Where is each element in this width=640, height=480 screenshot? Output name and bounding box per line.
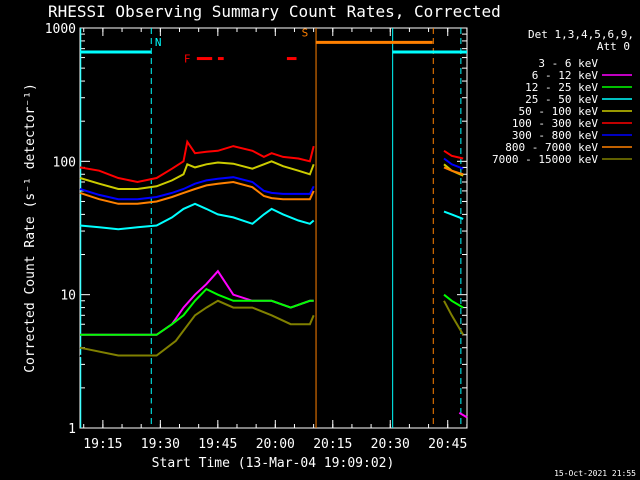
- chart-title: RHESSI Observing Summary Count Rates, Co…: [48, 2, 501, 21]
- legend-entry-label: 300 - 800 keV: [512, 129, 598, 142]
- series-line-6: [79, 139, 464, 184]
- flag-annotations: N F S: [80, 26, 467, 66]
- x-tick-label: 20:15: [313, 437, 352, 452]
- y-tick-label: 1000: [45, 22, 76, 37]
- y-axis: 1 10 100 1000: [45, 22, 467, 437]
- legend-entry-label: 800 - 7000 keV: [505, 141, 598, 154]
- x-tick-label: 20:45: [428, 437, 467, 452]
- flag-label: S: [302, 26, 309, 39]
- x-axis: 19:15 19:30 19:45 20:00 20:15 20:30 20:45: [83, 28, 468, 452]
- legend-entry-label: 3 - 6 keV: [538, 57, 598, 70]
- legend-entry-label: 6 - 12 keV: [532, 69, 599, 82]
- y-tick-label: 100: [53, 155, 76, 170]
- legend-entry-label: 25 - 50 keV: [525, 93, 598, 106]
- plot-frame: [79, 27, 468, 429]
- y-tick-label: 10: [60, 289, 76, 304]
- flag-label: N: [155, 36, 162, 49]
- legend-header-line-2: Att 0: [597, 40, 630, 53]
- y-tick-label: 1: [68, 422, 76, 437]
- y-axis-label: Corrected Count Rate (s⁻¹ detector⁻¹): [23, 83, 38, 373]
- x-tick-label: 20:00: [256, 437, 295, 452]
- timestamp: 15-Oct-2021 21:55: [554, 469, 636, 478]
- flag-label: F: [184, 53, 191, 66]
- series-line-2: [80, 269, 468, 419]
- legend-header-line-1: Det 1,3,4,5,6,9,: [528, 28, 634, 41]
- vertical-markers: [80, 28, 462, 428]
- series-line-5: [79, 160, 464, 190]
- legend-entry-label: 7000 - 15000 keV: [492, 153, 598, 166]
- series-line-3: [80, 287, 464, 336]
- series-line-7: [79, 157, 464, 201]
- x-tick-label: 19:30: [141, 437, 180, 452]
- x-tick-label: 19:45: [198, 437, 237, 452]
- series-line-8: [79, 166, 464, 205]
- series-line-9: [79, 299, 465, 357]
- x-tick-label: 20:30: [371, 437, 410, 452]
- legend-entry-label: 100 - 300 keV: [512, 117, 598, 130]
- legend-entry-label: 12 - 25 keV: [525, 81, 598, 94]
- legend-entry-label: 50 - 100 keV: [519, 105, 599, 118]
- series-line-1: [79, 293, 315, 406]
- x-tick-label: 19:15: [83, 437, 122, 452]
- x-axis-label: Start Time (13-Mar-04 19:09:02): [152, 456, 395, 471]
- series-line-4: [79, 202, 464, 231]
- series-lines: [79, 139, 468, 419]
